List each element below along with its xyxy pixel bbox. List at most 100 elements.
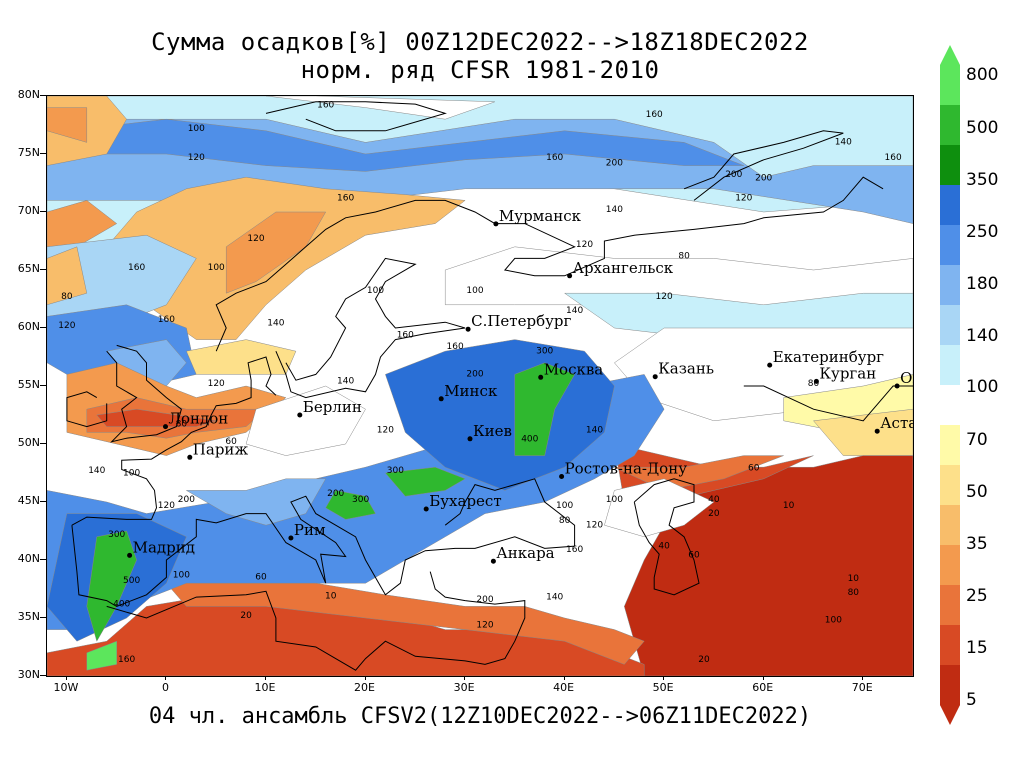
city-marker: Рим [288, 521, 326, 541]
city-marker: Мурманск [493, 207, 582, 227]
contour-label: 200 [476, 595, 493, 605]
city-label: Минск [444, 382, 498, 400]
coastline [106, 571, 526, 671]
contour-label: 120 [586, 521, 603, 531]
precipitation-map: 100 120 160 160 120 160 100 80 120 160 120 140 140 16… [46, 95, 914, 677]
contour-label: 160 [885, 153, 902, 163]
colorbar-swatch [940, 185, 960, 226]
precip-region [245, 385, 366, 456]
contour-label: 500 [123, 576, 140, 586]
colorbar-swatch [940, 345, 960, 386]
longitude-tick-label: 70E [851, 681, 873, 694]
city-marker: Курган [813, 364, 876, 384]
contour-label: 140 [337, 377, 354, 387]
contour-label: 140 [586, 425, 603, 435]
colorbar-label: 800 [966, 65, 999, 85]
city-marker: Минск [438, 382, 498, 402]
coastline [215, 176, 884, 352]
contour-label: 300 [352, 495, 369, 505]
longitude-tick-label: 60E [752, 681, 774, 694]
city-marker: Ростов-на-Дону [559, 460, 687, 479]
city-label: Омск [900, 369, 913, 387]
colorbar-label: 180 [966, 274, 999, 294]
contour-label: 100 [208, 263, 225, 273]
city-dot [874, 428, 880, 434]
contour-label: 400 [521, 435, 538, 445]
city-dot [490, 558, 496, 564]
contour-label: 400 [113, 599, 130, 609]
city-dot [767, 362, 773, 368]
contour-label: 60 [748, 464, 760, 474]
contour-label: 80 [848, 588, 860, 598]
colorbar-label: 350 [966, 170, 999, 190]
city-dot [813, 378, 819, 384]
contour-label: 100 [606, 495, 623, 505]
contour-label: 160 [447, 342, 464, 352]
city-marker: Казань [652, 360, 714, 380]
contour-label: 20 [240, 611, 252, 621]
contour-label: 120 [476, 620, 493, 630]
contour-label: 60 [225, 437, 237, 447]
precip-region [47, 200, 118, 248]
longitude-tick [65, 675, 67, 680]
precip-region [384, 466, 466, 497]
contour-label: 100 [123, 468, 140, 478]
longitude-tick-label: 0 [161, 681, 169, 694]
contour-label: 80 [176, 420, 188, 430]
contour-label: 120 [377, 425, 394, 435]
latitude-tick [40, 269, 46, 270]
latitude-tick-label: 60N [17, 320, 40, 333]
city-marker: Берлин [297, 398, 362, 418]
latitude-tick-label: 40N [17, 552, 40, 565]
city-label: Берлин [303, 398, 362, 416]
colorbar-min-arrow [940, 705, 960, 725]
city-dot [423, 506, 429, 512]
contour-label: 200 [755, 174, 772, 184]
colorbar-label: 140 [966, 326, 999, 346]
contour-label: 60 [688, 551, 700, 561]
latitude-tick-label: 70N [17, 204, 40, 217]
contour-label: 200 [327, 489, 344, 499]
latitude-tick-label: 80N [17, 88, 40, 101]
city-dot [493, 221, 499, 227]
city-label: Париж [193, 440, 249, 458]
precip-region [604, 478, 715, 538]
longitude-tick-label: 40E [553, 681, 575, 694]
city-label: Казань [658, 360, 714, 378]
longitude-tick [862, 675, 864, 680]
precip-region [813, 408, 913, 456]
contour-label: 160 [337, 193, 354, 203]
colorbar-swatch [940, 225, 960, 266]
colorbar-swatch [940, 385, 960, 426]
city-marker: Киев [467, 422, 512, 442]
precip-region [325, 490, 376, 520]
precip-region [47, 234, 197, 329]
contour-label: 140 [546, 592, 563, 602]
colorbar-label: 250 [966, 222, 999, 242]
city-marker: Мадрид [127, 538, 195, 558]
longitude-tick-label: 50E [652, 681, 674, 694]
city-marker: С.Петербург [465, 312, 572, 332]
city-marker: Омск [894, 369, 913, 389]
contour-label: 20 [708, 509, 720, 519]
contour-label: 120 [208, 379, 225, 389]
contour-label: 100 [173, 570, 190, 580]
contour-label: 300 [387, 466, 404, 476]
colorbar-swatch [940, 545, 960, 586]
city-marker: Бухарест [423, 492, 502, 512]
contour-label: 10 [783, 501, 795, 511]
city-marker: Екатеринбург [767, 348, 884, 368]
contour-label: 80 [61, 292, 73, 302]
contour-label: 100 [466, 286, 483, 296]
contour-label: 100 [556, 501, 573, 511]
latitude-tick [40, 559, 46, 560]
contour-label: 160 [646, 110, 663, 120]
city-dot [465, 326, 471, 332]
contour-label: 120 [247, 234, 264, 244]
contour-label: 10 [325, 591, 337, 601]
contour-label: 80 [678, 251, 690, 261]
latitude-tick [40, 675, 46, 676]
city-dot [163, 424, 168, 430]
longitude-tick-label: 10W [53, 681, 79, 694]
longitude-tick [364, 675, 366, 680]
